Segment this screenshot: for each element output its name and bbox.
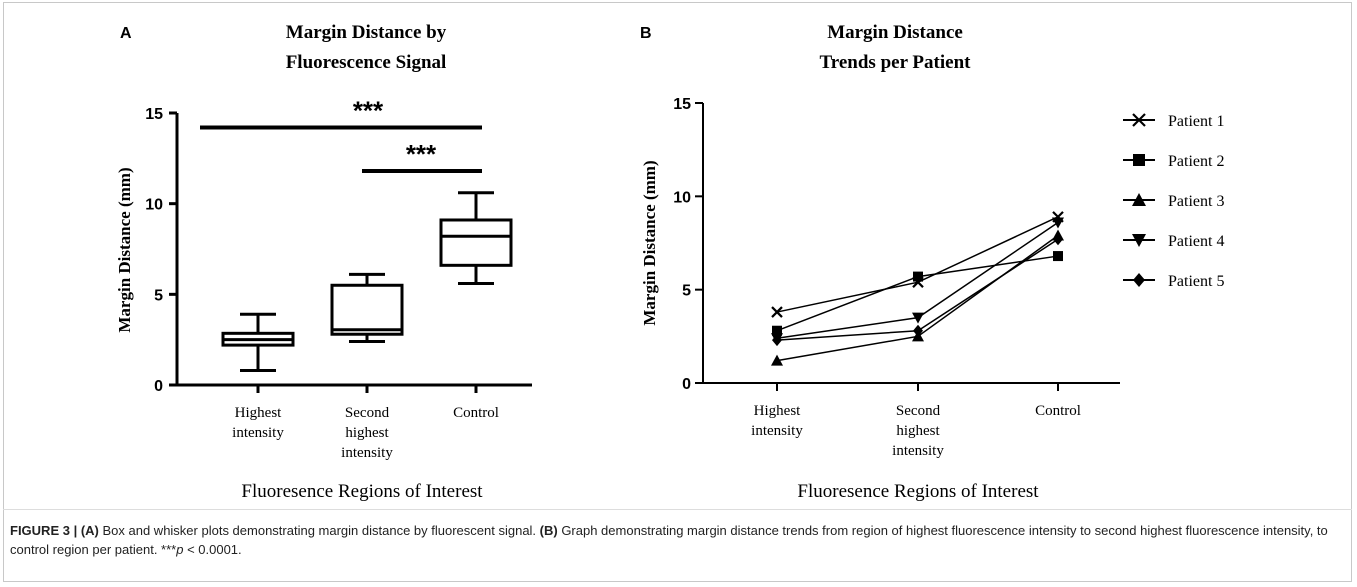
data-point-patient-5 [913,324,923,337]
panel-a-xlabel: Fluoresence Regions of Interest [241,481,483,502]
marker-x-stroke [771,306,783,318]
caption-label: FIGURE 3 | [10,523,78,538]
data-point-patient-2 [1053,251,1063,262]
panel-b-category-label: intensity [892,443,944,459]
legend-label: Patient 3 [1168,193,1224,210]
legend-label: Patient 2 [1168,153,1224,170]
legend-label: Patient 4 [1168,233,1224,250]
panel-b-ytick-label: 0 [682,376,691,393]
marker-x-stroke [1132,113,1146,127]
panel-a-ytick-label: 0 [154,378,163,395]
panel-b-category-label: highest [896,423,940,439]
panel-a-title-line1: Margin Distance by [286,22,447,43]
panel-b-category-label: intensity [751,423,803,439]
figure-caption: FIGURE 3 | (A) Box and whisker plots dem… [10,521,1340,559]
panel-b-xlabel: Fluoresence Regions of Interest [797,481,1039,502]
panel-a-plot: 0 5 10 15 Highest intensity Second highest inten… [145,96,532,461]
panel-a-ytick-label: 5 [154,287,163,304]
legend-label: Patient 1 [1168,113,1224,130]
legend-marker [1132,234,1146,247]
data-point-patient-4 [912,312,924,324]
panel-a-category-label: Second [345,405,390,421]
panel-b-ytick-label: 5 [682,283,691,300]
series-line-patient-3 [776,234,1059,362]
panel-a-letter: A [120,25,132,42]
data-point-patient-2 [913,271,923,282]
legend-marker [1133,273,1145,287]
panel-b-category-label: Control [1035,403,1081,419]
panel-b-title-line2: Trends per Patient [820,52,972,73]
box-iqr [330,283,404,336]
caption-p-italic: p [176,542,184,557]
caption-divider [3,509,1352,510]
panel-a-title-line2: Fluorescence Signal [286,52,447,73]
panel-b-category-label: Highest [754,403,801,419]
legend-marker [1133,154,1145,166]
panel-b-title-line1: Margin Distance [827,22,963,43]
data-point-patient-2 [772,325,782,336]
panel-a-category-label: Highest [235,405,282,421]
figure-frame [3,2,1352,582]
panel-b-plot: 0 5 10 15 Highest intensity Second highest inten… [673,96,1224,459]
legend-marker [1132,113,1146,127]
caption-a-text: Box and whisker plots demonstrating marg… [98,523,540,538]
data-point-patient-5 [1053,233,1063,246]
data-point-patient-1 [771,306,783,318]
box-iqr [439,218,513,267]
caption-p-rest: < 0.0001. [183,542,242,557]
panel-a-ytick-label: 15 [145,106,163,123]
caption-a-tag: (A) [80,523,99,538]
panel-a-category-label: highest [345,425,389,441]
legend-marker [1132,193,1146,206]
data-point-patient-5 [772,334,782,347]
caption-b-tag: (B) [539,523,558,538]
panel-b-letter: B [640,25,652,42]
panel-a-ylabel: Margin Distance (mm) [115,167,134,332]
panel-b-ylabel: Margin Distance (mm) [640,160,659,325]
panel-a-category-label: Control [453,405,499,421]
panel-a-category-label: intensity [341,445,393,461]
panel-b-ytick-label: 10 [673,189,691,206]
data-point-patient-4 [1052,217,1064,229]
figure-svg: A Margin Distance by Fluorescence Signal… [115,22,1224,502]
panel-a-category-label: intensity [232,425,284,441]
significance-marker: *** [406,139,437,169]
panel-b-ytick-label: 15 [673,96,691,113]
caption-b-text: Graph demonstrating margin distance tren… [10,523,1328,557]
series-line-patient-5 [776,238,1059,341]
panel-b-category-label: Second [896,403,941,419]
legend-label: Patient 5 [1168,273,1224,290]
significance-marker: *** [353,96,384,126]
data-point-patient-3 [771,354,783,366]
panel-a-ytick-label: 10 [145,197,163,214]
series-line-patient-1 [776,216,1059,313]
